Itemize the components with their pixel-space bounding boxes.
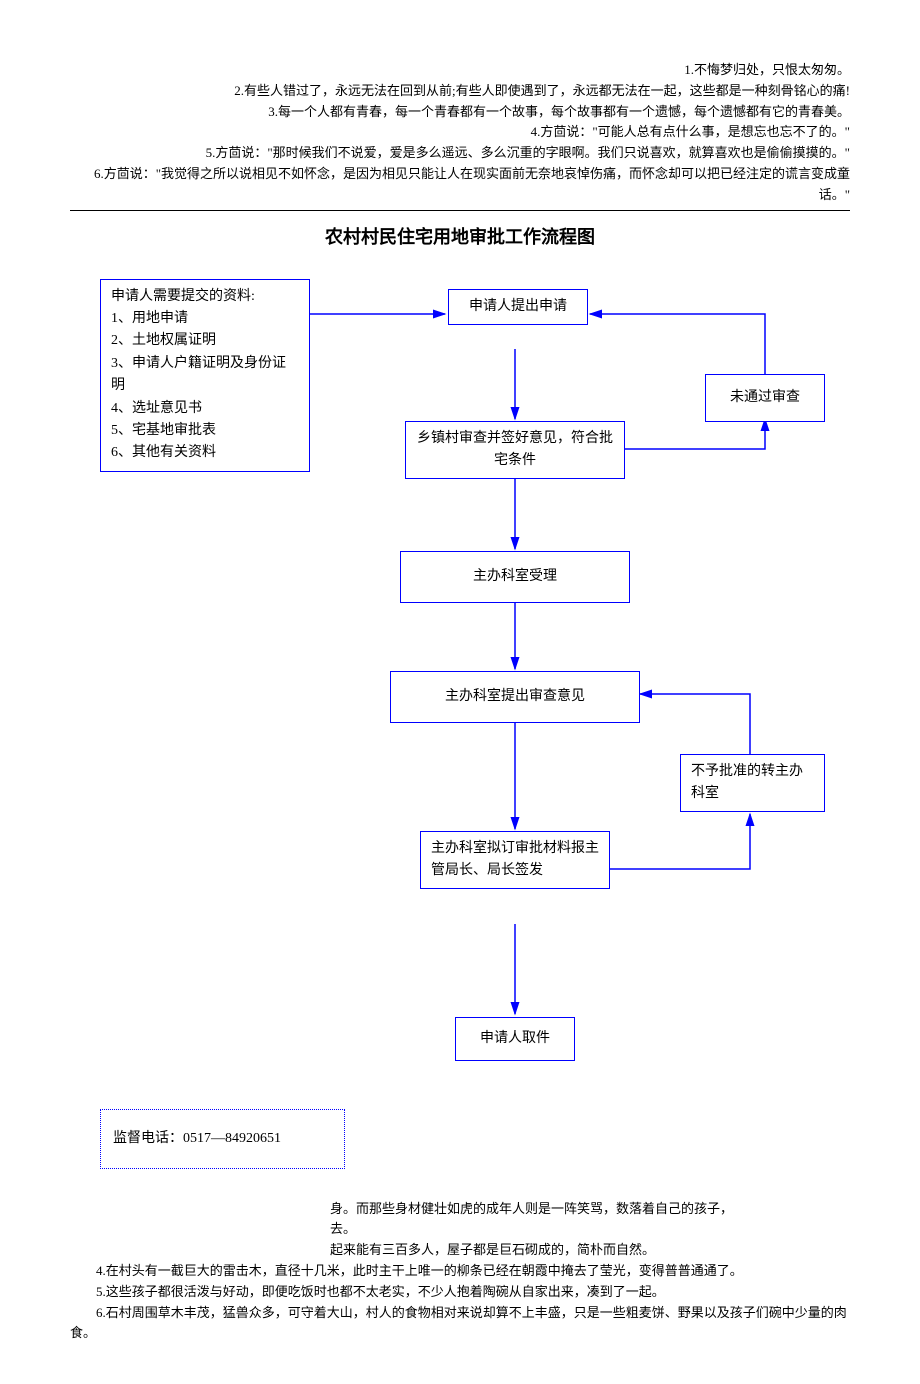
materials-item-2: 2、土地权属证明 (111, 330, 299, 352)
supervise-label: 监督电话：0517—84920651 (113, 1131, 281, 1146)
header-quotes: 1.不悔梦归处，只恨太匆匆。 2.有些人错过了，永远无法在回到从前;有些人即使遇… (70, 60, 850, 206)
apply-box: 申请人提出申请 (448, 289, 588, 325)
apply-label: 申请人提出申请 (469, 299, 567, 314)
draft-label: 主办科室拟订审批材料报主管局长、局长签发 (431, 841, 599, 878)
reject-label: 不予批准的转主办科室 (691, 764, 803, 801)
reject-box: 不予批准的转主办科室 (680, 754, 825, 813)
accept-box: 主办科室受理 (400, 551, 630, 603)
materials-heading: 申请人需要提交的资料: (111, 286, 299, 308)
draft-box: 主办科室拟订审批材料报主管局长、局长签发 (420, 831, 610, 890)
fail-box: 未通过审查 (705, 374, 825, 422)
materials-box: 申请人需要提交的资料: 1、用地申请 2、土地权属证明 3、申请人户籍证明及身份… (100, 279, 310, 472)
quote-2: 2.有些人错过了，永远无法在回到从前;有些人即使遇到了，永远都无法在一起，这些都… (70, 81, 850, 102)
supervise-box: 监督电话：0517—84920651 (100, 1109, 345, 1169)
quote-1: 1.不悔梦归处，只恨太匆匆。 (70, 60, 850, 81)
quote-3: 3.每一个人都有青春，每一个青春都有一个故事，每个故事都有一个遗憾，每个遗憾都有… (70, 102, 850, 123)
quote-5: 5.方茴说："那时候我们不说爱，爱是多么遥远、多么沉重的字眼啊。我们只说喜欢，就… (70, 143, 850, 164)
quote-4: 4.方茴说："可能人总有点什么事，是想忘也忘不了的。" (70, 122, 850, 143)
opinion-label: 主办科室提出审查意见 (445, 689, 585, 704)
pickup-label: 申请人取件 (480, 1031, 550, 1046)
footer-q5: 5.这些孩子都很活泼与好动，即便吃饭时也都不太老实，不少人抱着陶碗从自家出来，凑… (70, 1282, 850, 1303)
fail-label: 未通过审查 (730, 390, 800, 405)
flowchart: 申请人需要提交的资料: 1、用地申请 2、土地权属证明 3、申请人户籍证明及身份… (70, 279, 850, 1199)
quote-6: 6.方茴说："我觉得之所以说相见不如怀念，是因为相见只能让人在现实面前无奈地哀悼… (70, 164, 850, 206)
footer-q3: 起来能有三百多人，屋子都是巨石砌成的，简朴而自然。 (70, 1240, 850, 1261)
footer-q4: 4.在村头有一截巨大的雷击木，直径十几米，此时主干上唯一的柳条已经在朝霞中掩去了… (70, 1261, 850, 1282)
pickup-box: 申请人取件 (455, 1017, 575, 1061)
materials-item-1: 1、用地申请 (111, 308, 299, 330)
flowchart-title: 农村村民住宅用地审批工作流程图 (70, 223, 850, 249)
footer-q6: 6.石村周围草木丰茂，猛兽众多，可守着大山，村人的食物相对来说却算不上丰盛，只是… (70, 1303, 850, 1345)
review-box: 乡镇村审查并签好意见，符合批宅条件 (405, 421, 625, 480)
footer-q1: 身。而那些身材健壮如虎的成年人则是一阵笑骂，数落着自己的孩子， (70, 1199, 850, 1220)
materials-item-3: 3、申请人户籍证明及身份证明 (111, 353, 299, 398)
review-label: 乡镇村审查并签好意见，符合批宅条件 (417, 431, 613, 468)
accept-label: 主办科室受理 (473, 569, 557, 584)
footer-q2: 去。 (70, 1219, 850, 1240)
materials-item-6: 6、其他有关资料 (111, 442, 299, 464)
materials-item-5: 5、宅基地审批表 (111, 420, 299, 442)
divider-line (70, 210, 850, 211)
materials-item-4: 4、选址意见书 (111, 398, 299, 420)
opinion-box: 主办科室提出审查意见 (390, 671, 640, 723)
footer-quotes: 身。而那些身材健壮如虎的成年人则是一阵笑骂，数落着自己的孩子， 去。 起来能有三… (70, 1199, 850, 1345)
